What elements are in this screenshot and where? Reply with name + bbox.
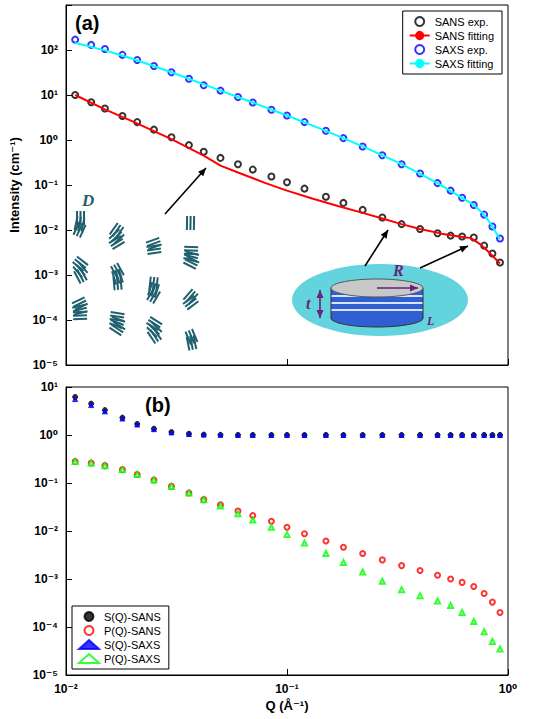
svg-text:10⁻³: 10⁻³ (34, 268, 58, 282)
svg-text:10⁻³: 10⁻³ (34, 572, 58, 586)
svg-text:S(Q)-SANS: S(Q)-SANS (104, 611, 161, 623)
svg-text:R: R (392, 262, 404, 279)
svg-text:10⁻⁴: 10⁻⁴ (32, 313, 58, 327)
svg-text:10⁻²: 10⁻² (34, 524, 58, 538)
svg-text:10⁻⁵: 10⁻⁵ (33, 668, 58, 682)
svg-text:(a): (a) (75, 12, 99, 34)
svg-text:t: t (306, 295, 311, 312)
svg-text:10⁻¹: 10⁻¹ (34, 178, 58, 192)
svg-text:10¹: 10¹ (41, 88, 58, 102)
svg-text:10⁻²: 10⁻² (34, 223, 58, 237)
svg-text:10⁻²: 10⁻² (54, 682, 78, 696)
svg-text:SANS exp.: SANS exp. (435, 16, 489, 28)
svg-text:SAXS fitting: SAXS fitting (435, 58, 494, 70)
svg-text:L: L (426, 314, 434, 328)
svg-text:Q (Å⁻¹): Q (Å⁻¹) (266, 698, 309, 713)
svg-text:10⁻⁵: 10⁻⁵ (33, 358, 58, 372)
svg-text:D: D (81, 191, 94, 210)
svg-text:10⁻¹: 10⁻¹ (275, 682, 299, 696)
svg-text:10⁰: 10⁰ (499, 682, 518, 696)
svg-text:SAXS exp.: SAXS exp. (435, 44, 488, 56)
svg-text:10¹: 10¹ (41, 380, 58, 394)
svg-text:10⁻⁴: 10⁻⁴ (32, 620, 58, 634)
svg-text:(b): (b) (145, 394, 171, 416)
svg-text:10⁰: 10⁰ (39, 428, 58, 442)
svg-text:P(Q)-SAXS: P(Q)-SAXS (104, 653, 160, 665)
svg-text:Intensity (cm⁻¹): Intensity (cm⁻¹) (7, 137, 22, 233)
svg-text:10⁰: 10⁰ (39, 133, 58, 147)
svg-text:10⁻¹: 10⁻¹ (34, 476, 58, 490)
svg-text:SANS fitting: SANS fitting (435, 30, 494, 42)
svg-text:S(Q)-SAXS: S(Q)-SAXS (104, 639, 160, 651)
svg-text:10²: 10² (41, 43, 58, 57)
svg-text:P(Q)-SANS: P(Q)-SANS (104, 625, 161, 637)
